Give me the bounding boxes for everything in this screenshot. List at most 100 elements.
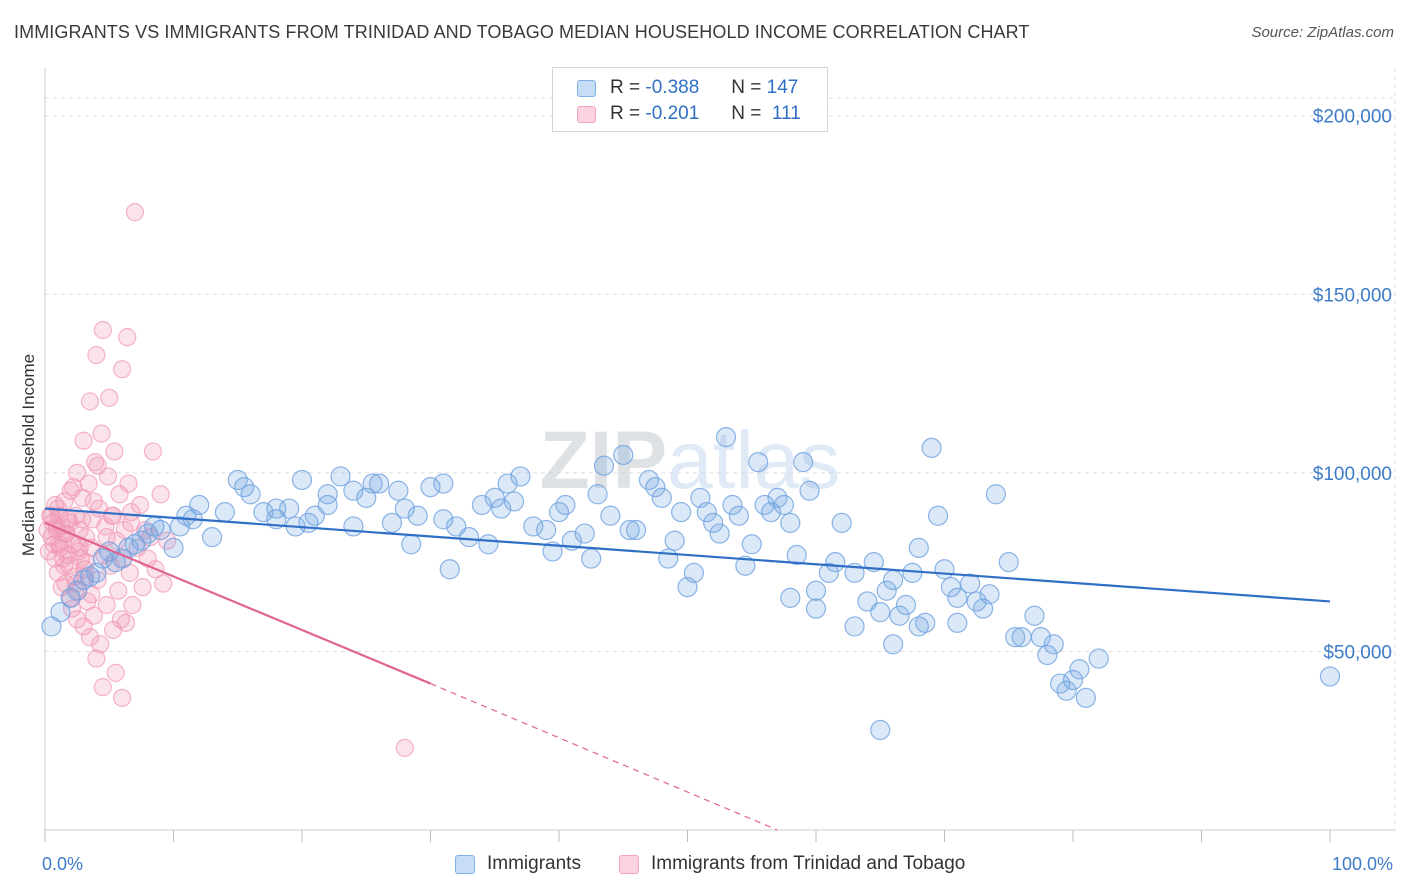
immigrants-point <box>503 491 525 512</box>
immigrants-point <box>388 480 409 501</box>
immigrants-point <box>1030 627 1051 648</box>
bottom-swatch-blue <box>455 854 475 874</box>
trinidad-point <box>84 606 103 625</box>
watermark: ZIPatlas <box>540 415 841 506</box>
immigrants-point <box>439 559 460 580</box>
trinidad-point <box>79 474 98 493</box>
immigrants-point <box>343 480 364 501</box>
immigrants-point <box>343 516 364 537</box>
trinidad-point <box>91 635 110 654</box>
trinidad-point <box>70 538 89 557</box>
immigrants-point <box>780 512 801 533</box>
trinidad-point <box>50 535 69 554</box>
immigrants-point <box>394 498 415 519</box>
immigrants-point <box>805 580 827 601</box>
y-tick-label: $200,000 <box>1313 107 1392 128</box>
trinidad-point <box>119 474 138 493</box>
legend-r-label: R = <box>610 103 641 124</box>
immigrants-point <box>523 516 544 537</box>
immigrants-point <box>1062 669 1084 691</box>
trinidad-point <box>116 613 136 632</box>
immigrants-point <box>317 484 338 505</box>
trinidad-point <box>97 595 116 615</box>
trinidad-point <box>109 581 128 600</box>
immigrants-point <box>670 502 692 523</box>
immigrants-point <box>927 505 949 526</box>
immigrants-point <box>619 519 640 541</box>
immigrants-point <box>574 523 595 544</box>
immigrants-point <box>908 616 929 637</box>
immigrants-point <box>625 519 647 541</box>
trinidad-point <box>87 649 106 668</box>
legend-swatch-blue <box>577 79 596 97</box>
immigrants-point <box>536 519 557 541</box>
immigrants-point <box>805 598 827 619</box>
immigrants-point <box>581 548 602 569</box>
x-tick-labels: 0.0% 100.0% <box>42 854 1393 874</box>
immigrants-point <box>497 473 518 494</box>
immigrants-point <box>150 519 171 541</box>
immigrants-point <box>478 534 499 555</box>
y-axis-label: Median Household Income <box>19 354 38 556</box>
immigrants-point <box>1005 627 1026 648</box>
immigrants-point <box>998 552 1019 573</box>
immigrants-point <box>780 587 801 608</box>
trinidad-points <box>38 203 414 757</box>
immigrants-point <box>882 569 904 591</box>
trinidad-point <box>59 510 78 529</box>
immigrants-point <box>683 562 705 583</box>
immigrants-point <box>940 577 962 598</box>
immigrants-point <box>369 473 390 494</box>
immigrants-point <box>433 509 454 530</box>
immigrants-point <box>882 634 904 655</box>
immigrants-point <box>50 602 71 623</box>
immigrants-point <box>253 502 274 523</box>
immigrants-point <box>651 487 672 508</box>
x-tick-label: 0.0% <box>42 854 83 874</box>
trinidad-point <box>395 738 414 757</box>
bottom-swatch-pink <box>619 854 639 874</box>
trinidad-point <box>93 678 112 697</box>
trinidad-point <box>125 203 145 222</box>
trinidad-point <box>143 442 163 461</box>
immigrants-point <box>1011 627 1032 648</box>
immigrants-point <box>587 484 608 505</box>
immigrants-point <box>169 516 191 537</box>
immigrants-point <box>613 444 634 466</box>
immigrants-point <box>1056 680 1077 701</box>
immigrants-point <box>1319 666 1341 687</box>
immigrants-point <box>908 537 929 558</box>
immigrants-point <box>902 562 923 583</box>
immigrants-point <box>915 612 936 633</box>
trinidad-point <box>111 610 130 629</box>
immigrants-point <box>889 605 910 626</box>
bottom-legend-immigrants: Immigrants <box>455 851 581 877</box>
bottom-legend-label: Immigrants from Trinidad and Tobago <box>651 853 966 874</box>
trinidad-point <box>151 485 170 504</box>
immigrants-point <box>491 498 512 519</box>
immigrants-point <box>593 455 615 476</box>
immigrants-point <box>189 494 210 516</box>
immigrants-point <box>79 566 101 587</box>
immigrants-point <box>799 480 820 501</box>
immigrants-point <box>748 452 769 473</box>
immigrants-point <box>870 602 891 623</box>
legend-row-immigrants: R = -0.388 N = 147 <box>577 76 798 100</box>
immigrants-point <box>876 580 897 601</box>
x-tick-label: 100.0% <box>1332 854 1393 874</box>
immigrants-point <box>362 473 383 494</box>
immigrants-point <box>870 719 891 741</box>
immigrants-point <box>381 512 403 533</box>
immigrants-point <box>41 616 62 637</box>
immigrants-point <box>722 494 743 516</box>
immigrants-point <box>696 502 717 523</box>
axes <box>44 68 1395 842</box>
trinidad-point <box>68 463 87 482</box>
immigrants-point <box>934 559 955 580</box>
immigrants-point <box>401 534 422 555</box>
immigrants-point <box>201 527 223 548</box>
trinidad-point <box>118 328 137 347</box>
legend-n-label: N = <box>731 103 762 124</box>
immigrants-point <box>600 505 621 526</box>
legend-r-label: R = <box>610 77 641 98</box>
